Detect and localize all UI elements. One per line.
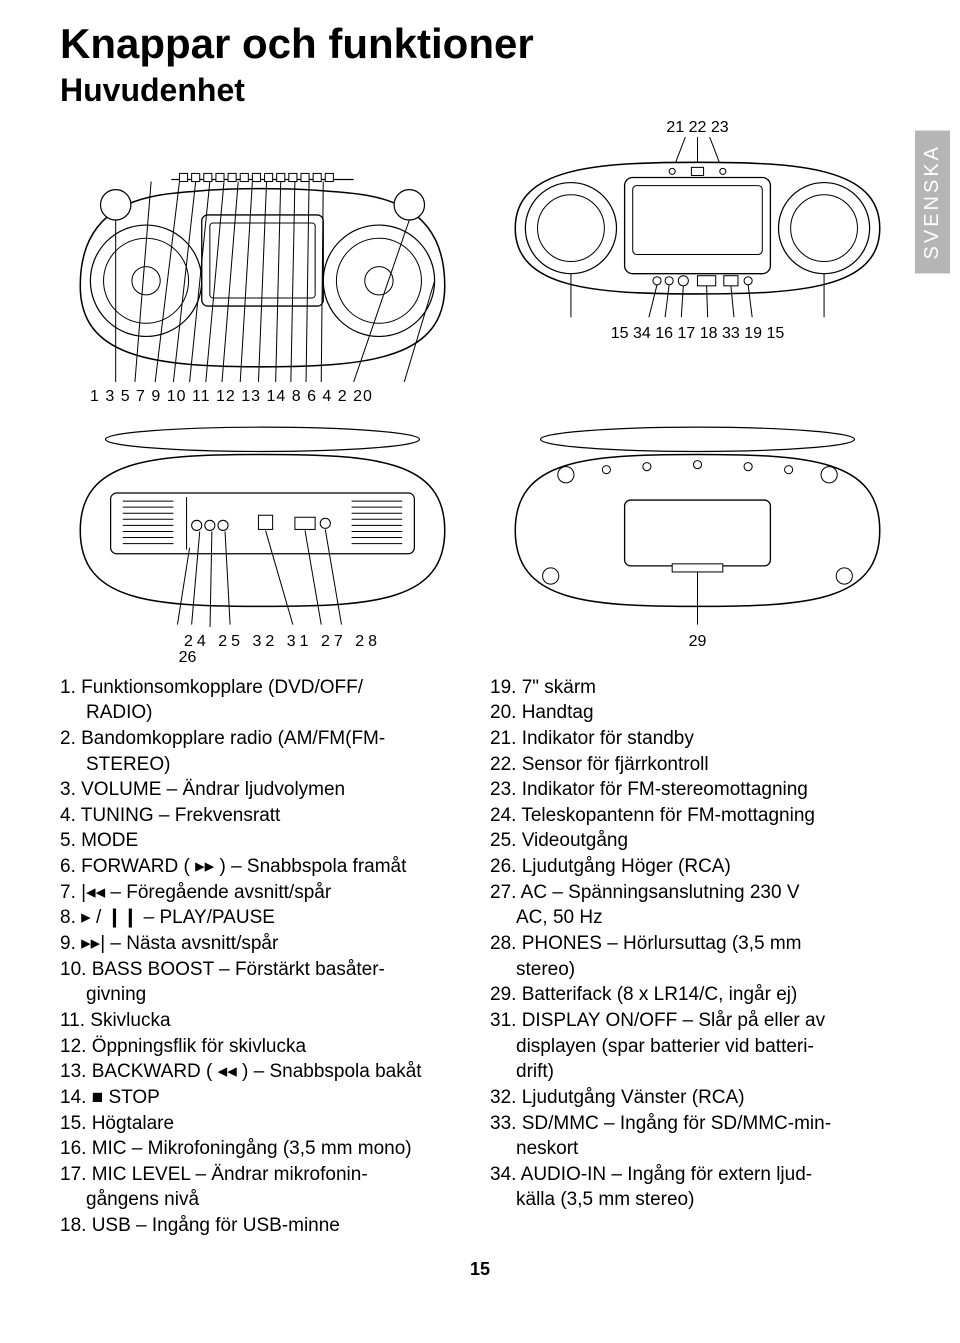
device-top-svg xyxy=(495,137,900,319)
legend-item-cont: STEREO) xyxy=(60,752,470,778)
legend-item: 13. BACKWARD ( ◂◂ ) – Snabbspola bakåt xyxy=(60,1059,470,1085)
legend-item-cont: displayen (spar batterier vid batteri- xyxy=(490,1034,900,1060)
legend-item: 34. AUDIO-IN – Ingång för extern ljud- xyxy=(490,1162,900,1188)
diagram-row-bottom: 24 25 32 31 27 28 26 xyxy=(60,414,900,667)
device-back-svg xyxy=(60,414,465,627)
front-callouts: 1 3 5 7 9 10 11 12 13 14 8 6 4 2 20 xyxy=(60,388,465,406)
legend-item: 6. FORWARD ( ▸▸ ) – Snabbspola framåt xyxy=(60,854,470,880)
device-bottom-svg xyxy=(495,414,900,627)
legend-item: 20. Handtag xyxy=(490,700,900,726)
legend-left-column: 1. Funktionsomkopplare (DVD/OFF/RADIO)2.… xyxy=(60,675,470,1239)
legend-item: 1. Funktionsomkopplare (DVD/OFF/ xyxy=(60,675,470,701)
legend-item: 21. Indikator för standby xyxy=(490,726,900,752)
legend-item: 28. PHONES – Hörlursuttag (3,5 mm xyxy=(490,931,900,957)
diagram-bottom: 29 xyxy=(495,414,900,667)
legend-item-cont: givning xyxy=(60,982,470,1008)
legend-item: 2. Bandomkopplare radio (AM/FM(FM- xyxy=(60,726,470,752)
legend-item-cont: källa (3,5 mm stereo) xyxy=(490,1187,900,1213)
page-number: 15 xyxy=(60,1259,900,1280)
legend-item: 19. 7" skärm xyxy=(490,675,900,701)
page-subtitle: Huvudenhet xyxy=(60,72,900,109)
diagram-top: 21 22 23 xyxy=(495,119,900,406)
language-tab: SVENSKA xyxy=(915,130,950,273)
legend-item: 12. Öppningsflik för skivlucka xyxy=(60,1034,470,1060)
top-callouts-below: 15 34 16 17 18 33 19 15 xyxy=(495,325,900,343)
manual-page: SVENSKA Knappar och funktioner Huvudenhe… xyxy=(0,0,960,1310)
legend-item: 5. MODE xyxy=(60,828,470,854)
device-front-svg xyxy=(60,139,465,382)
bottom-callouts: 29 xyxy=(495,633,900,651)
legend-item-cont: stereo) xyxy=(490,957,900,983)
legend-item: 22. Sensor för fjärrkontroll xyxy=(490,752,900,778)
diagram-front: 1 3 5 7 9 10 11 12 13 14 8 6 4 2 20 xyxy=(60,119,465,406)
legend-item: 15. Högtalare xyxy=(60,1111,470,1137)
legend-item: 3. VOLUME – Ändrar ljudvolymen xyxy=(60,777,470,803)
legend-item: 25. Videoutgång xyxy=(490,828,900,854)
legend-item-cont: drift) xyxy=(490,1059,900,1085)
legend-item: 10. BASS BOOST – Förstärkt basåter- xyxy=(60,957,470,983)
top-callouts-above: 21 22 23 xyxy=(495,119,900,137)
legend-item-cont: neskort xyxy=(490,1136,900,1162)
legend-item: 14. ■ STOP xyxy=(60,1085,470,1111)
legend-columns: 1. Funktionsomkopplare (DVD/OFF/RADIO)2.… xyxy=(60,675,900,1239)
legend-item-cont: AC, 50 Hz xyxy=(490,905,900,931)
legend-item: 24. Teleskopantenn för FM-mottagning xyxy=(490,803,900,829)
legend-item: 29. Batterifack (8 x LR14/C, ingår ej) xyxy=(490,982,900,1008)
back-callouts-line2: 26 xyxy=(60,649,465,667)
legend-item: 9. ▸▸| – Nästa avsnitt/spår xyxy=(60,931,470,957)
legend-item: 4. TUNING – Frekvensratt xyxy=(60,803,470,829)
legend-item: 18. USB – Ingång för USB-minne xyxy=(60,1213,470,1239)
legend-item: 23. Indikator för FM-stereomottagning xyxy=(490,777,900,803)
legend-item: 32. Ljudutgång Vänster (RCA) xyxy=(490,1085,900,1111)
diagram-back: 24 25 32 31 27 28 26 xyxy=(60,414,465,667)
legend-item: 26. Ljudutgång Höger (RCA) xyxy=(490,854,900,880)
legend-item: 31. DISPLAY ON/OFF – Slår på eller av xyxy=(490,1008,900,1034)
legend-item: 33. SD/MMC – Ingång för SD/MMC-min- xyxy=(490,1111,900,1137)
page-title: Knappar och funktioner xyxy=(60,20,900,68)
legend-right-column: 19. 7" skärm20. Handtag21. Indikator för… xyxy=(490,675,900,1239)
legend-item: 7. |◂◂ – Föregående avsnitt/spår xyxy=(60,880,470,906)
legend-item: 16. MIC – Mikrofoningång (3,5 mm mono) xyxy=(60,1136,470,1162)
legend-item-cont: RADIO) xyxy=(60,700,470,726)
legend-item: 17. MIC LEVEL – Ändrar mikrofonin- xyxy=(60,1162,470,1188)
legend-item: 8. ▸ / ❙❙ – PLAY/PAUSE xyxy=(60,905,470,931)
diagram-row-top: 1 3 5 7 9 10 11 12 13 14 8 6 4 2 20 21 2… xyxy=(60,119,900,406)
legend-item: 11. Skivlucka xyxy=(60,1008,470,1034)
legend-item: 27. AC – Spänningsanslutning 230 V xyxy=(490,880,900,906)
legend-item-cont: gångens nivå xyxy=(60,1187,470,1213)
